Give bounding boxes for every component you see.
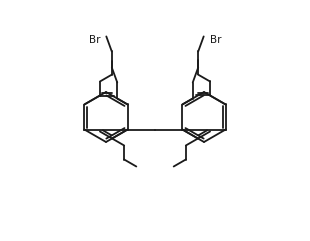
Text: Br: Br bbox=[210, 35, 221, 46]
Text: Br: Br bbox=[89, 35, 100, 46]
